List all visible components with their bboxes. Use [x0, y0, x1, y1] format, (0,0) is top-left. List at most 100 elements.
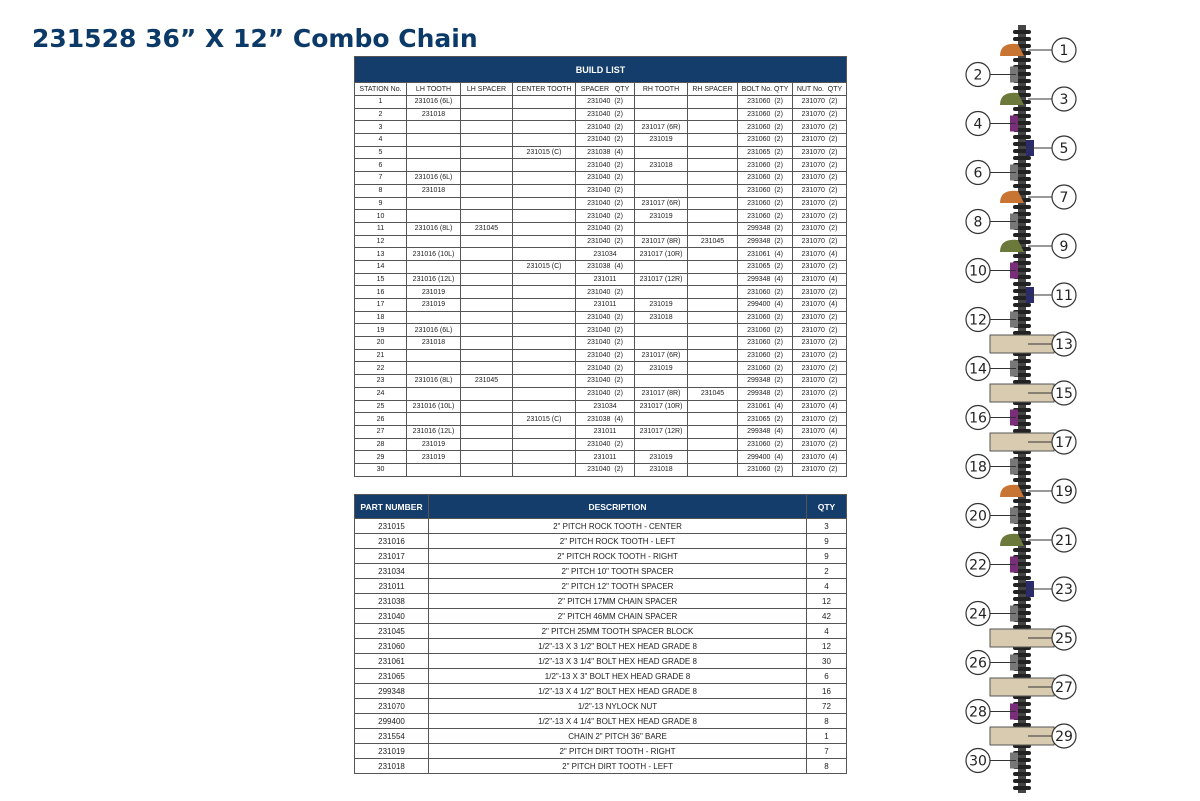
cell	[460, 145, 513, 160]
cell: 231015	[354, 518, 429, 534]
build-row: 5 231015 (C) 231038 (4) 231065 (2) 231070 (2…	[354, 145, 848, 160]
cell: CHAIN 2" PITCH 36" BARE	[428, 728, 807, 744]
callout-label: 22	[969, 558, 987, 574]
cell: 27	[354, 424, 407, 439]
cell: 18	[354, 310, 407, 325]
cell: 231070 (2)	[791, 259, 848, 274]
callout-circle	[965, 306, 991, 333]
cell: 231070 (2)	[791, 437, 848, 452]
cell	[512, 348, 576, 363]
cell: 231060 (2)	[737, 196, 793, 211]
cell: 231040 (2)	[575, 234, 635, 249]
cell	[687, 412, 738, 426]
callout-circle	[965, 600, 991, 627]
cell: 28	[354, 437, 407, 452]
cell: 231040 (2)	[575, 107, 635, 122]
cell: 231070 (2)	[791, 361, 848, 376]
chain-link	[1013, 786, 1031, 790]
cell: 231011	[575, 298, 635, 312]
cell	[460, 171, 513, 185]
callout-label: 19	[1055, 484, 1073, 500]
parts-table: PART NUMBER DESCRIPTION QTY 231015 2" PITCH …	[354, 494, 847, 774]
cell	[460, 209, 513, 223]
cell	[634, 95, 688, 109]
cell: 231060 (2)	[737, 437, 793, 452]
cell: 231017 (6R)	[634, 120, 688, 135]
part-row: 231015 2" PITCH ROCK TOOTH - CENTER 3	[354, 518, 847, 534]
cell: 231070 (4)	[791, 298, 848, 312]
chain-link	[1013, 86, 1031, 90]
cell	[687, 247, 738, 261]
cell	[687, 120, 738, 135]
cell: 231018	[634, 158, 688, 173]
cell: 14	[354, 259, 407, 274]
cell: 231065 (2)	[737, 412, 793, 426]
cell	[512, 95, 576, 109]
cell: 231011	[575, 450, 635, 464]
build-row: 13 231016 (10L) 231034 231017 (10R) 231061 (…	[354, 247, 848, 261]
callout-circle	[1051, 184, 1077, 210]
callout-circle	[1051, 723, 1077, 749]
cell: 2" PITCH ROCK TOOTH - CENTER	[428, 518, 807, 534]
cell: 231038 (4)	[575, 259, 635, 274]
chain-link	[1013, 135, 1031, 139]
cell: 8	[806, 713, 847, 729]
callout-label: 3	[1060, 92, 1069, 108]
cell: 231034	[575, 247, 635, 261]
cell: 231016 (10L)	[406, 247, 461, 261]
cell	[634, 412, 688, 426]
cell: 13	[354, 247, 407, 261]
cell	[512, 158, 576, 173]
build-row: 18 231040 (2) 231018 231060 (2) 231070 (2)	[354, 310, 848, 325]
cell: 231070 (4)	[791, 247, 848, 261]
cell	[406, 462, 461, 477]
cell: 231040 (2)	[575, 361, 635, 376]
part-row: 231011 2" PITCH 12" TOOTH SPACER 4	[354, 578, 847, 594]
callout-label: 2	[974, 68, 983, 84]
build-row: 17 231019 231011 231019 299400 (4) 231070 (4)	[354, 298, 848, 312]
cell: 231070 (2)	[791, 221, 848, 236]
cell: 231045	[460, 221, 513, 236]
callout-label: 10	[969, 264, 987, 280]
cell: 9	[354, 196, 407, 211]
cell: 231040 (2)	[575, 462, 635, 477]
cell: 231040 (2)	[575, 374, 635, 388]
build-row: 6 231040 (2) 231018 231060 (2) 231070 (2)	[354, 158, 848, 173]
part-row: 231018 2" PITCH DIRT TOOTH - LEFT 8	[354, 758, 847, 774]
part-row: 231554 CHAIN 2" PITCH 36" BARE 1	[354, 728, 847, 744]
cell: 231060 (2)	[737, 323, 793, 338]
column-header: SPACER QTY	[575, 82, 635, 96]
cell	[512, 171, 576, 185]
part-row: 231034 2" PITCH 10" TOOTH SPACER 2	[354, 563, 847, 579]
cell: 231070 (2)	[791, 120, 848, 135]
cell	[512, 107, 576, 122]
chain-link	[1013, 723, 1031, 727]
cell	[634, 336, 688, 350]
part-row: 231061 1/2"-13 X 3 1/4" BOLT HEX HEAD GRA…	[354, 653, 847, 669]
cell	[512, 424, 576, 439]
cell: 6	[354, 158, 407, 173]
cell	[634, 107, 688, 122]
build-row: 12 231040 (2) 231017 (8R) 231045 299348 (2) 2…	[354, 234, 848, 249]
cell: 6	[806, 668, 847, 684]
cell: 21	[354, 348, 407, 363]
chain-link	[1013, 282, 1031, 286]
cell: 4	[806, 623, 847, 639]
cell	[634, 183, 688, 198]
cell: 231060 (2)	[737, 462, 793, 477]
cell: 231045	[687, 234, 738, 249]
chain-link	[1013, 58, 1031, 62]
callout-label: 25	[1055, 631, 1073, 647]
cell: 299348 (2)	[737, 234, 793, 249]
callout-circle	[965, 747, 991, 774]
cell	[687, 95, 738, 109]
cell: 1	[354, 95, 407, 109]
cell: 1/2"-13 X 3" BOLT HEX HEAD GRADE 8	[428, 668, 807, 684]
cell: 231060 (2)	[737, 336, 793, 350]
chain-link	[1013, 205, 1031, 209]
cell: 1/2"-13 X 3 1/2" BOLT HEX HEAD GRADE 8	[428, 638, 807, 654]
cell	[512, 399, 576, 414]
cell	[687, 171, 738, 185]
cell	[460, 95, 513, 109]
cell	[687, 183, 738, 198]
